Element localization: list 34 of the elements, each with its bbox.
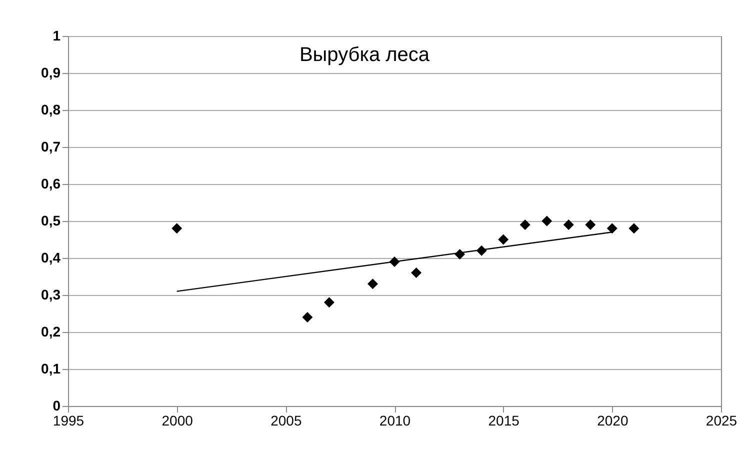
y-tick-label: 0,5 [41,212,61,228]
y-tick-label: 0,2 [41,324,61,340]
point [411,268,422,278]
x-tick-label: 2000 [162,412,194,428]
point [172,223,182,234]
y-tick-label: 0,7 [41,138,61,154]
point [476,245,487,256]
y-tick-label: 0,8 [41,102,61,118]
point [606,223,618,234]
x-tick-label: 2010 [379,412,411,428]
x-tick-label: 2005 [270,412,302,428]
point [498,234,509,245]
y-tick-label: 0,1 [41,360,61,376]
point [542,216,552,226]
y-tick-label: 0,9 [41,64,61,80]
y-tick-label: 0 [52,398,61,414]
x-tick-label: 1995 [52,412,84,428]
point [302,312,313,322]
y-tick-label: 0,4 [41,250,61,266]
y-tick-label: 0,6 [41,176,61,192]
point [454,249,466,260]
x-tick-label: 2025 [706,412,738,428]
chart-title: Вырубка леса [299,44,430,66]
x-tick-label: 2020 [597,412,628,428]
y-tick-label: 0,3 [41,286,61,302]
y-tick-label: 1 [52,28,61,44]
point [585,219,596,230]
point [628,223,640,234]
point [520,219,530,230]
x-tick-label: 2015 [488,412,520,428]
point [324,297,334,308]
point [367,278,378,290]
point [389,256,400,267]
point [563,219,574,230]
